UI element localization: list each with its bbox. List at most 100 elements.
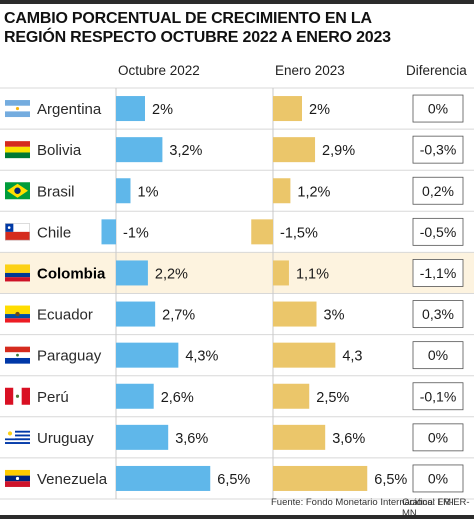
enero-value-label: 2% [309, 102, 330, 118]
enero-bar [251, 219, 273, 245]
column-header-enero: Enero 2023 [275, 63, 345, 78]
source-note: Fuente: Fondo Monetario Internacional FM… [271, 497, 454, 508]
flag-band [5, 357, 30, 364]
difference-value-label: 0% [428, 101, 448, 117]
flag-bolivia-icon [5, 141, 30, 159]
enero-value-label: 1,1% [296, 266, 329, 282]
flag-band [5, 231, 30, 241]
flag-globe [14, 187, 21, 194]
difference-value-label: -1,1% [420, 265, 457, 281]
enero-value-label: 6,5% [374, 472, 407, 488]
flag-sun [15, 106, 20, 111]
enero-value-label: 3% [324, 308, 345, 324]
flag-border [5, 223, 30, 241]
enero-bar [273, 342, 336, 368]
enero-value-label: -1,5% [280, 225, 318, 241]
flag-stars [15, 476, 20, 481]
octubre-bar [116, 342, 179, 368]
top-rule [0, 0, 474, 4]
flag-venezuela-icon [5, 469, 30, 487]
highlight-row-bg [0, 252, 474, 294]
octubre-value-label: 4,3% [185, 349, 218, 365]
country-label: Chile [37, 224, 71, 241]
bottom-rule [0, 515, 474, 519]
flag-peru-icon [5, 387, 30, 405]
flag-argentina-icon [5, 100, 30, 118]
octubre-bar [101, 219, 116, 245]
difference-value-label: 0,3% [422, 306, 454, 322]
flag-star [7, 226, 11, 229]
country-label: Uruguay [37, 430, 94, 447]
difference-box [412, 464, 464, 493]
octubre-bar [116, 424, 169, 450]
octubre-value-label: 1% [138, 184, 159, 200]
difference-value-label: 0,2% [422, 183, 454, 199]
flag-band [5, 346, 30, 353]
octubre-value-label: 3,6% [175, 431, 208, 447]
difference-box [412, 135, 464, 164]
flag-band [21, 387, 30, 405]
difference-box [412, 94, 464, 123]
country-label: Ecuador [37, 307, 93, 324]
country-label: Colombia [37, 265, 106, 282]
difference-box [412, 423, 464, 452]
flag-band [5, 387, 14, 405]
octubre-value-label: 2% [152, 102, 173, 118]
flag-band [5, 223, 30, 232]
flag-band [5, 146, 30, 153]
difference-box [412, 382, 464, 411]
octubre-value-label: 2,6% [161, 390, 194, 406]
difference-value-label: 0% [428, 347, 448, 363]
difference-value-label: 0% [428, 429, 448, 445]
difference-box [412, 341, 464, 370]
flag-uruguay-icon [5, 428, 30, 446]
credit-note: Gráfico: LR-ER-MN [402, 497, 470, 519]
octubre-bar [116, 96, 145, 122]
enero-bar [273, 178, 291, 204]
enero-value-label: 2,9% [322, 143, 355, 159]
chart-title-line-2: REGIÓN RESPECTO OCTUBRE 2022 A ENERO 202… [4, 29, 391, 46]
column-header-diferencia: Diferencia [406, 63, 467, 78]
difference-box [412, 176, 464, 205]
octubre-value-label: 2,2% [155, 266, 188, 282]
enero-bar [273, 137, 316, 163]
enero-bar [273, 424, 326, 450]
flag-paraguay-icon [5, 346, 30, 364]
flag-band [5, 277, 30, 282]
flag-band [5, 264, 30, 273]
enero-bar [273, 260, 289, 286]
flag-brasil-icon [5, 182, 30, 200]
octubre-bar [116, 178, 131, 204]
difference-value-label: -0,5% [420, 224, 457, 240]
country-label: Bolivia [37, 142, 82, 159]
octubre-bar [116, 301, 156, 327]
flag-stripe [5, 442, 30, 444]
country-label: Paraguay [37, 348, 102, 365]
flag-chile-icon [5, 223, 30, 241]
octubre-value-label: -1% [123, 225, 149, 241]
country-label: Argentina [37, 101, 102, 118]
column-header-octubre: Octubre 2022 [118, 63, 200, 78]
flag-band [5, 469, 30, 476]
chart-title: CAMBIO PORCENTUAL DE CRECIMIENTO EN LA R… [4, 9, 470, 47]
flag-sun [7, 431, 13, 436]
flag-band [5, 481, 30, 487]
flag-stripe [5, 434, 30, 437]
flag-emblem [16, 353, 19, 357]
octubre-value-label: 6,5% [217, 472, 250, 488]
flag-emblem [15, 311, 20, 317]
difference-box [412, 259, 464, 287]
flag-band [5, 318, 30, 323]
enero-bar [273, 301, 317, 327]
enero-bar [273, 383, 310, 409]
flag-band [5, 152, 30, 159]
difference-value-label: -0,3% [420, 142, 457, 158]
flag-emblem [15, 394, 20, 398]
flag-stripe [5, 438, 30, 441]
country-label: Venezuela [37, 471, 108, 488]
country-label: Perú [37, 389, 69, 406]
octubre-bar [116, 383, 154, 409]
octubre-bar [116, 465, 211, 491]
flag-band [5, 141, 30, 147]
